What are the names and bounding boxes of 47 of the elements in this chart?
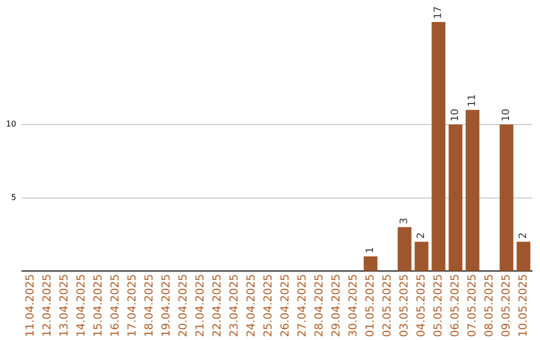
x-tick-label: 09.05.2025 [499, 274, 512, 338]
x-tick-label: 19.04.2025 [159, 274, 172, 338]
x-tick-label: 14.04.2025 [74, 274, 88, 338]
x-tick-label: 18.04.2025 [142, 274, 156, 338]
x-tick-label: 10.05.2025 [516, 274, 530, 338]
x-tick-label: 01.05.2025 [363, 274, 376, 338]
bar [500, 124, 514, 272]
x-tick-label: 23.04.2025 [227, 274, 240, 338]
x-tick-label: 17.04.2025 [126, 274, 138, 338]
x-tick-label: 26.04.2025 [278, 274, 292, 338]
x-tick-label: 29.04.2025 [329, 274, 342, 338]
x-tick-label: 15.04.2025 [92, 274, 105, 338]
x-tick-label: 27.04.2025 [295, 274, 308, 338]
data-label: 17 [433, 6, 444, 19]
bar [414, 242, 428, 272]
bar [516, 242, 530, 272]
x-tick-label: 11.04.2025 [24, 274, 37, 338]
x-tick-label: 03.05.2025 [397, 274, 410, 338]
x-tick-label: 16.04.2025 [108, 274, 122, 338]
x-tick-label: 02.05.2025 [380, 274, 394, 338]
x-tick-label: 21.04.2025 [193, 274, 206, 338]
x-tick-label: 12.04.2025 [40, 274, 54, 338]
x-tick-label: 08.05.2025 [482, 274, 496, 338]
data-label: 3 [399, 218, 410, 224]
bar [448, 124, 462, 272]
bar [466, 110, 480, 272]
y-tick-label: 5 [11, 192, 16, 202]
x-tick-label: 30.04.2025 [346, 274, 360, 338]
data-label: 1 [365, 246, 376, 254]
bar [398, 227, 412, 272]
x-tick-label: 06.05.2025 [448, 274, 462, 338]
data-label: 10 [501, 108, 512, 122]
x-tick-label: 24.04.2025 [244, 274, 258, 338]
x-tick-label: 05.05.2025 [431, 274, 444, 338]
bar [364, 256, 378, 272]
data-label: 11 [467, 94, 478, 107]
x-tick-label: 04.05.2025 [414, 274, 428, 338]
x-tick-label: 13.04.2025 [58, 274, 71, 338]
data-label: 2 [518, 232, 530, 239]
data-label: 10 [450, 108, 462, 122]
x-tick-label: 20.04.2025 [176, 274, 190, 338]
data-label: 2 [416, 232, 428, 239]
x-tick-label: 07.05.2025 [465, 274, 478, 338]
x-tick-label: 22.04.2025 [210, 274, 224, 338]
x-tick-label: 25.04.2025 [261, 274, 274, 338]
bar [432, 22, 446, 272]
x-tick-label: 28.04.2025 [312, 274, 326, 338]
